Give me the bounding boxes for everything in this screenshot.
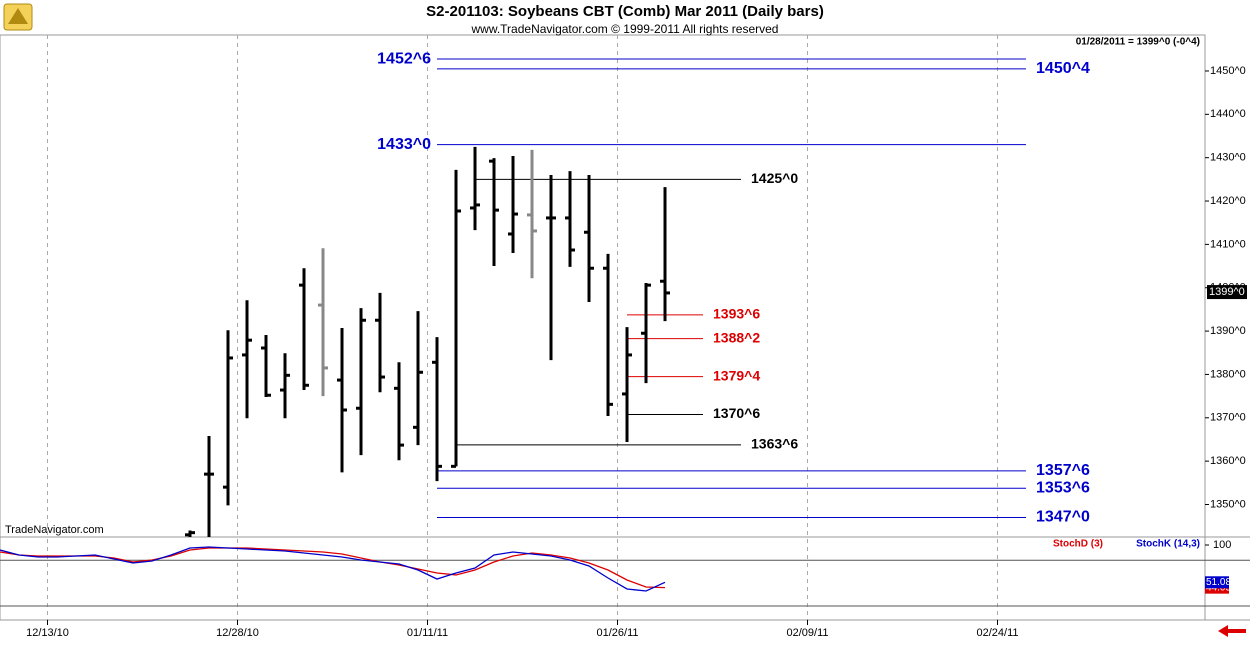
x-tick-label: 01/26/11 [597,627,639,639]
legend-entry: StochD (3) [1053,539,1103,550]
y-tick-label: 1380^0 [1210,368,1246,380]
level-label: 1452^6 [377,50,431,67]
last-price-box [1207,285,1247,300]
stoch-line [0,547,666,589]
y-tick-label: 1410^0 [1210,238,1246,250]
subtitle: www.TradeNavigator.com © 1999-2011 All r… [471,22,779,36]
level-label: 1450^4 [1036,60,1090,77]
scroll-arrow[interactable] [1218,625,1246,637]
value-box [1205,576,1229,589]
level-label: 1433^0 [377,136,431,153]
level-label: 1353^6 [1036,479,1090,496]
y-tick-label: 1420^0 [1210,195,1246,207]
y-tick-label: 1450^0 [1210,65,1246,77]
level-label: 1363^6 [751,436,798,452]
x-tick-label: 12/28/10 [216,627,259,639]
legend-entry: StochK (14,3) [1136,539,1200,550]
last-bar-info: 01/28/2011 = 1399^0 (-0^4) [1076,37,1200,48]
y-tick-label: 1370^0 [1210,412,1246,424]
level-label: 1370^6 [713,405,760,421]
level-label: 1425^0 [751,170,798,186]
x-tick-label: 02/24/11 [977,627,1019,639]
chart-title: S2-201103: Soybeans CBT (Comb) Mar 2011 … [426,3,824,20]
x-tick-label: 02/09/11 [787,627,829,639]
y-tick-label: 100 [1213,539,1231,551]
x-tick-label: 12/13/10 [26,627,69,639]
watermark: TradeNavigator.com [5,524,104,536]
x-tick-label: 01/11/11 [407,627,448,639]
y-tick-label: 1360^0 [1210,455,1246,467]
last-price-label: 1399^0 [1209,286,1245,298]
y-tick-label: 1430^0 [1210,152,1246,164]
y-tick-label: 1350^0 [1210,498,1246,510]
logo [3,3,33,31]
value-label: 51.08 [1206,577,1231,588]
y-tick-label: 1390^0 [1210,325,1246,337]
level-label: 1393^6 [713,306,760,322]
stoch-line [0,546,666,592]
level-label: 1347^0 [1036,509,1090,526]
level-label: 1357^6 [1036,462,1090,479]
y-tick-label: 1440^0 [1210,108,1246,120]
level-label: 1388^2 [713,329,760,345]
level-label: 1379^4 [713,367,760,383]
